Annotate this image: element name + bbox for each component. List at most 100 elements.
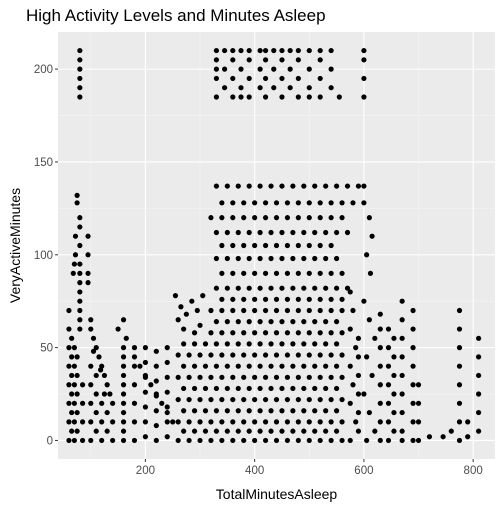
data-point [339,330,345,336]
data-point [252,296,258,302]
data-point [385,345,392,351]
data-point [71,437,77,444]
data-point [295,396,301,403]
data-point [323,428,329,434]
data-point [295,374,301,380]
data-point [252,270,258,276]
data-point [339,374,345,380]
data-point [257,385,263,392]
data-point [284,307,291,314]
data-point [391,428,397,434]
data-point [208,307,214,314]
data-point [287,66,293,72]
data-point [77,326,83,332]
data-point [252,215,258,221]
data-point [238,66,244,72]
data-point [93,391,99,397]
data-point [290,341,296,347]
data-point [252,242,258,249]
data-point [77,280,83,286]
data-point [197,352,203,358]
data-point [415,400,422,406]
data-point [257,47,263,54]
data-point [257,319,263,325]
data-point [90,335,97,341]
data-point [213,319,220,325]
data-point [273,374,280,380]
data-point [317,200,323,206]
data-point [391,354,397,360]
data-point [306,437,312,444]
data-point [290,428,296,434]
data-point [153,408,159,414]
data-point [456,363,463,369]
data-point [347,326,353,332]
data-point [153,393,159,399]
data-point [361,391,367,397]
data-point [295,75,301,82]
data-point [355,354,362,360]
data-point [366,215,372,221]
data-point [410,382,416,388]
data-point [219,419,225,425]
data-point [273,396,280,403]
data-point [213,183,220,189]
data-point [361,200,367,206]
data-point [306,200,312,206]
data-point [361,183,367,189]
data-point [120,372,127,379]
data-point [213,255,220,262]
data-point [213,75,220,82]
data-point [333,408,340,414]
data-point [241,419,247,425]
data-point [208,374,214,380]
data-point [279,385,285,392]
data-point [333,285,340,291]
data-point [262,330,269,336]
data-point [110,419,116,425]
data-point [262,200,269,206]
data-point [77,57,83,63]
data-point [241,242,247,249]
data-point [77,270,83,276]
data-point [415,419,422,425]
data-point [191,408,198,414]
data-point [301,385,307,392]
data-point [93,345,99,351]
data-point [186,419,192,425]
data-point [99,400,105,406]
data-point [219,352,225,358]
data-point [323,319,329,325]
data-point [77,215,83,221]
data-point [181,428,187,434]
data-point [219,396,225,403]
data-point [353,419,359,425]
data-point [268,183,274,189]
data-point [88,326,94,332]
data-point [306,242,312,249]
data-point [306,352,312,358]
data-point [246,285,252,291]
data-point [287,47,293,54]
data-point [312,408,318,414]
data-point [120,419,127,425]
data-point [333,385,340,392]
data-point [317,57,323,63]
data-point [96,354,102,360]
data-point [323,363,329,369]
data-point [213,94,220,100]
data-point [328,296,334,302]
data-point [74,354,80,360]
data-point [456,345,463,351]
data-point [241,215,247,221]
data-point [317,242,323,249]
data-point [344,183,351,189]
data-point [85,280,91,286]
data-point [99,419,105,425]
data-point [208,419,214,425]
data-point [295,57,301,63]
data-point [306,66,312,72]
data-point [241,437,247,444]
data-point [257,255,263,262]
